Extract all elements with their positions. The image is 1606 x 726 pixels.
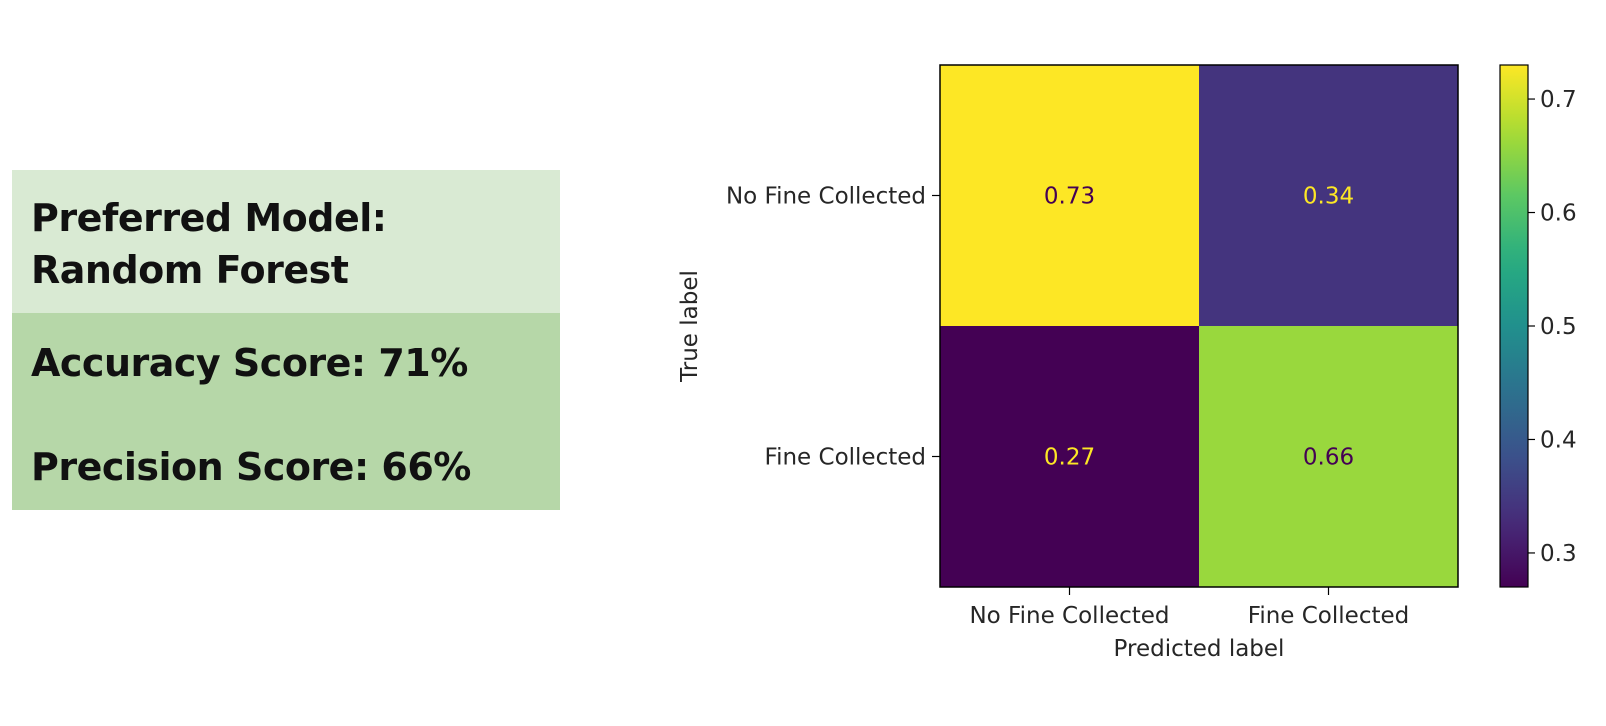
colorbar-ticks: 0.3 0.4 0.5 0.6 0.7 [1528, 87, 1577, 567]
colorbar-tick-label: 0.3 [1540, 541, 1577, 567]
heatmap-cells: 0.73 0.34 0.27 0.66 [940, 65, 1458, 587]
colorbar-tick-label: 0.7 [1540, 87, 1577, 113]
preferred-model-label: Preferred Model: [31, 196, 387, 240]
cell-value-label: 0.34 [1303, 184, 1354, 210]
x-axis-label: Predicted label [1114, 636, 1285, 662]
cell-value-label: 0.73 [1044, 184, 1095, 210]
y-tick-label: Fine Collected [765, 445, 926, 471]
x-tick-label: No Fine Collected [969, 603, 1169, 629]
heatmap-cell [1199, 65, 1458, 326]
precision-score: Precision Score: 66% [31, 445, 471, 489]
colorbar-tick-label: 0.5 [1540, 314, 1577, 340]
preferred-model-name: Random Forest [31, 248, 349, 292]
plot-frame [939, 64, 1459, 588]
heatmap-cell [940, 326, 1199, 587]
colorbar [1499, 64, 1529, 588]
preferred-model-box: Preferred Model: Random Forest [12, 170, 560, 313]
cell-value-label: 0.27 [1044, 445, 1095, 471]
heatmap-cell [940, 65, 1199, 326]
axis-ticks: No Fine Collected Fine Collected No Fine C… [726, 184, 1409, 630]
y-axis-label: True label [677, 270, 703, 383]
heatmap-cell [1199, 326, 1458, 587]
x-tick-label: Fine Collected [1248, 603, 1409, 629]
model-summary-panel: Preferred Model: Random Forest Accuracy … [12, 170, 560, 510]
accuracy-score: Accuracy Score: 71% [31, 341, 468, 385]
colorbar-tick-label: 0.4 [1540, 427, 1577, 453]
scores-box: Accuracy Score: 71% Precision Score: 66% [12, 313, 560, 510]
cell-value-label: 0.66 [1303, 445, 1354, 471]
y-tick-label: No Fine Collected [726, 184, 926, 210]
colorbar-tick-label: 0.6 [1540, 201, 1577, 227]
